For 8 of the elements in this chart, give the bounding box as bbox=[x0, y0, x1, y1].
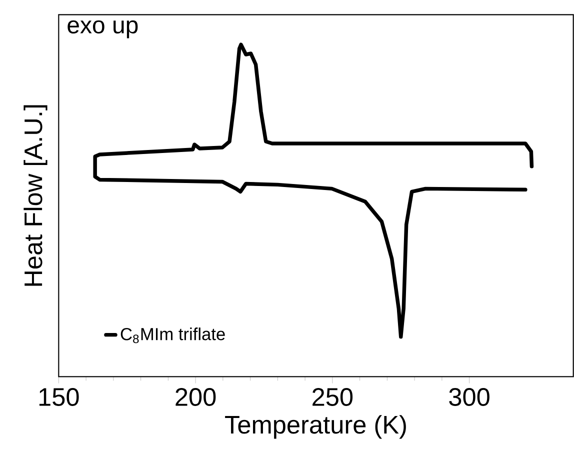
text: exo up bbox=[68, 20, 138, 38]
x-tick-label: 250 bbox=[312, 388, 353, 406]
x-tick-label: 150 bbox=[39, 388, 79, 406]
x-tick-label: 300 bbox=[449, 388, 490, 406]
x-axis-title: Temperature (K) bbox=[225, 415, 406, 439]
legend-label: C$_{8}$MIm triflate bbox=[120, 328, 225, 344]
y-axis-title: Heat Flow [A.U.] bbox=[24, 105, 48, 286]
x-tick-label: 200 bbox=[176, 388, 216, 406]
